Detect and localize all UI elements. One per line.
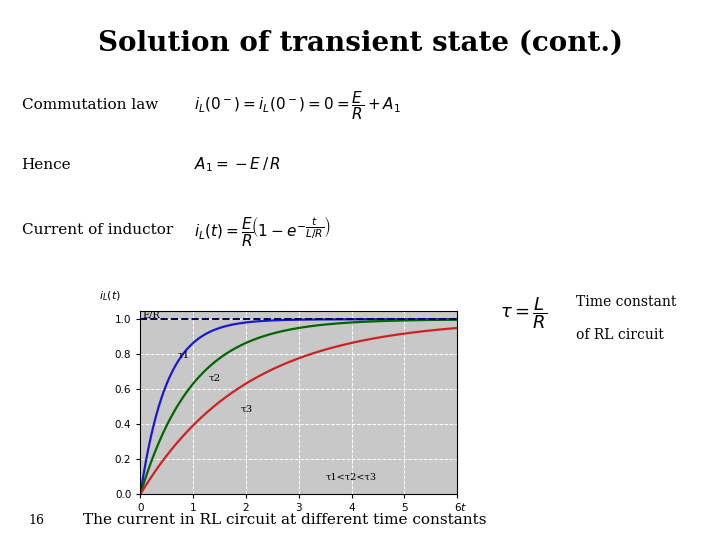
Text: Commutation law: Commutation law (22, 98, 158, 112)
Text: $t$: $t$ (460, 502, 467, 514)
Text: The current in RL circuit at different time constants: The current in RL circuit at different t… (83, 512, 486, 526)
Text: Time constant: Time constant (576, 295, 676, 309)
Text: τ3: τ3 (240, 405, 253, 414)
Text: $i_L(0^-) = i_L(0^-) = 0 = \dfrac{E}{R} + A_1$: $i_L(0^-) = i_L(0^-) = 0 = \dfrac{E}{R} … (194, 89, 402, 122)
Text: 16: 16 (29, 514, 45, 526)
Text: $A_1 = -E\,/\,R$: $A_1 = -E\,/\,R$ (194, 156, 282, 174)
Text: Solution of transient state (cont.): Solution of transient state (cont.) (97, 30, 623, 57)
Text: Current of inductor: Current of inductor (22, 222, 173, 237)
Text: of RL circuit: of RL circuit (576, 328, 664, 342)
Text: $\tau = \dfrac{L}{R}$: $\tau = \dfrac{L}{R}$ (500, 295, 548, 331)
Text: $i_L(t) = \dfrac{E}{R}\!\left(1 - e^{-\dfrac{t}{L/R}}\right)$: $i_L(t) = \dfrac{E}{R}\!\left(1 - e^{-\d… (194, 215, 331, 249)
Text: τ1<τ2<τ3: τ1<τ2<τ3 (325, 473, 377, 482)
Text: E/R: E/R (143, 310, 161, 319)
Text: $i_L(t)$: $i_L(t)$ (99, 289, 121, 303)
Text: τ2: τ2 (209, 374, 221, 382)
Text: Hence: Hence (22, 158, 71, 172)
Text: τ1: τ1 (177, 350, 189, 360)
